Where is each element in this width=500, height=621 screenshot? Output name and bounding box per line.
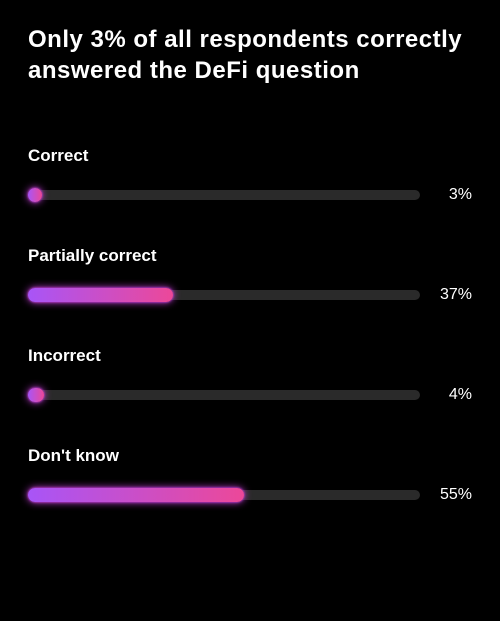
bar-track xyxy=(28,290,420,300)
bar-fill xyxy=(28,388,44,402)
bar-label: Don't know xyxy=(28,446,472,466)
bar-row: Partially correct 37% xyxy=(28,246,472,304)
bar-line: 55% xyxy=(28,486,472,504)
bar-track xyxy=(28,490,420,500)
bar-label: Incorrect xyxy=(28,346,472,366)
bar-fill xyxy=(28,188,42,202)
bar-track xyxy=(28,390,420,400)
chart-title: Only 3% of all respondents correctly ans… xyxy=(28,24,472,86)
bar-line: 4% xyxy=(28,386,472,404)
bar-value: 4% xyxy=(436,386,472,404)
bar-value: 3% xyxy=(436,186,472,204)
bar-line: 3% xyxy=(28,186,472,204)
bar-row: Don't know 55% xyxy=(28,446,472,504)
bar-value: 55% xyxy=(436,486,472,504)
bar-row: Incorrect 4% xyxy=(28,346,472,404)
bar-row: Correct 3% xyxy=(28,146,472,204)
bar-fill xyxy=(28,288,173,302)
bar-value: 37% xyxy=(436,286,472,304)
bar-label: Partially correct xyxy=(28,246,472,266)
bar-track xyxy=(28,190,420,200)
bar-fill xyxy=(28,488,244,502)
bar-label: Correct xyxy=(28,146,472,166)
bars-container: Correct 3% Partially correct 37% Incorrect 4%… xyxy=(28,146,472,504)
bar-line: 37% xyxy=(28,286,472,304)
